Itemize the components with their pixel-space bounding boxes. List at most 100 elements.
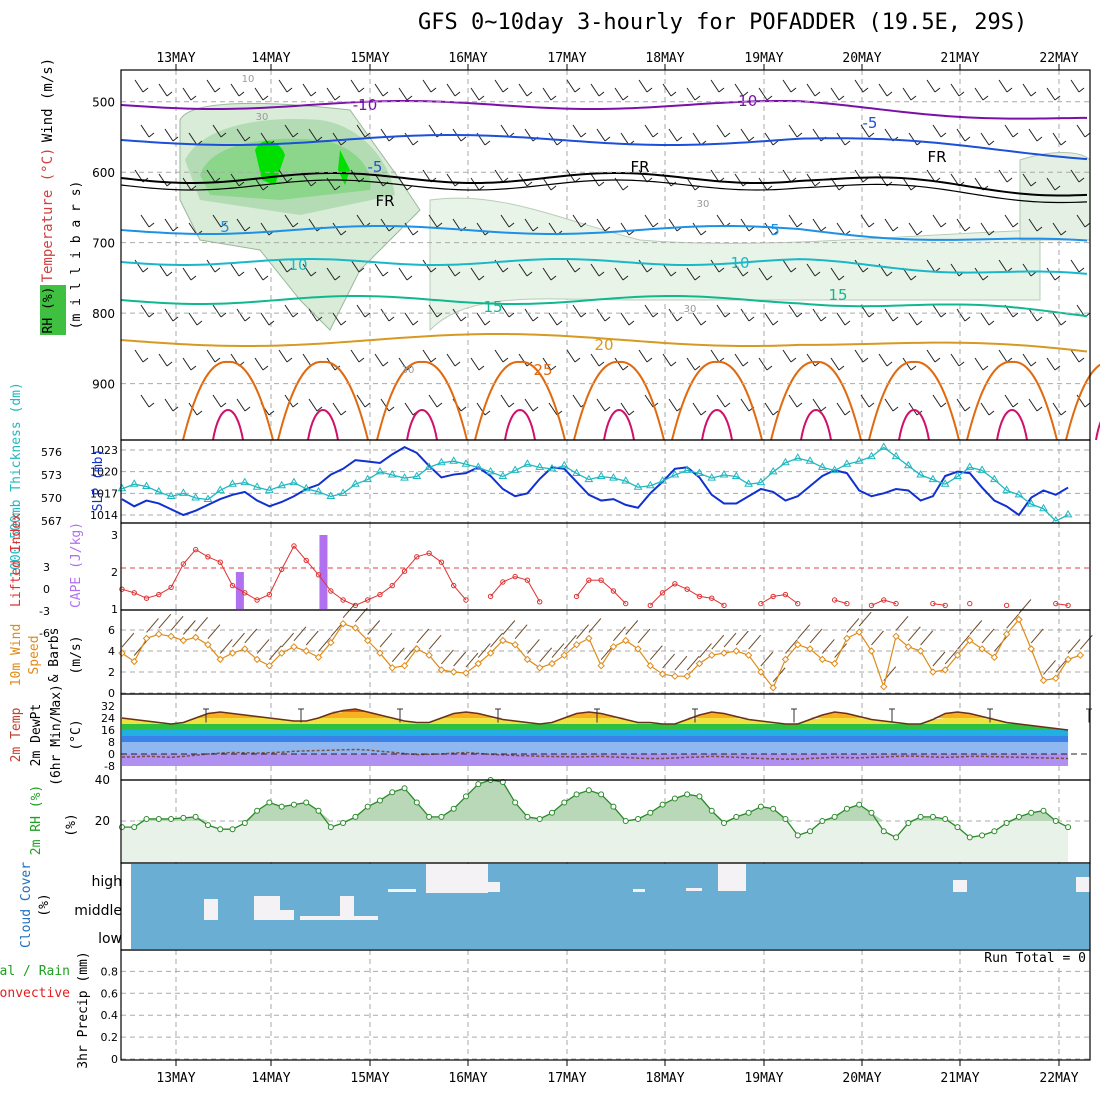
li-tick: 3 [43, 561, 50, 574]
wind-barb-flag [838, 365, 845, 371]
wind-barb [212, 124, 222, 138]
wind-barb [572, 304, 582, 318]
wind10-barb [711, 634, 725, 650]
wind-barb [980, 222, 990, 236]
wind-barb-flag [238, 91, 245, 97]
wind-barb [716, 394, 726, 408]
wind-speed-marker [695, 659, 704, 668]
wind-barb-flag [676, 136, 683, 142]
wind-barb-flag [598, 271, 605, 277]
wind-barb-flag [862, 267, 869, 273]
wind-barb-flag [862, 87, 869, 93]
wind10-barb [1067, 639, 1081, 654]
wind-barb [644, 124, 654, 138]
wind-barb-flag [412, 320, 419, 326]
wind-barb [998, 349, 1008, 363]
wind-barb [620, 132, 630, 146]
rh-marker [512, 799, 519, 806]
li-line [711, 597, 725, 606]
li-line [318, 574, 332, 592]
wind-barb-flag [388, 316, 395, 322]
wind10-barb [219, 639, 233, 654]
wind-barb [1052, 222, 1062, 236]
wind-speed-marker [1064, 655, 1072, 664]
li-line [121, 588, 135, 594]
wind-barb-flag [574, 87, 581, 93]
li-marker [487, 593, 494, 600]
wind-barb-flag [478, 365, 485, 371]
cape-tick: 1 [111, 603, 118, 616]
wind-barb [710, 169, 720, 183]
wind-barb-flag [262, 275, 269, 281]
li-line [342, 599, 356, 606]
wind-barb-flag [796, 222, 803, 228]
ylabel-rh: RH (%) [41, 287, 56, 334]
cape-tick: 2 [111, 566, 118, 579]
wind-barb [956, 308, 966, 322]
wind-speed-marker [327, 638, 335, 647]
wind-barb [860, 124, 870, 138]
thickness-marker [1002, 485, 1012, 493]
wind-barb-flag [1054, 275, 1061, 281]
wind10-barb [735, 630, 749, 646]
date-label-bottom: 14MAY [251, 1071, 290, 1086]
wind-barb [980, 132, 990, 146]
wind-barb-flag [1012, 132, 1019, 138]
rh-marker [585, 787, 592, 794]
wind-barb [278, 259, 288, 273]
wind-barb [812, 218, 822, 232]
li-marker [229, 582, 236, 589]
wind-barb [422, 79, 432, 93]
wind-barb [188, 312, 198, 326]
rh-marker [966, 834, 973, 841]
wind-barb-flag [814, 91, 821, 97]
wind-barb-flag [310, 91, 317, 97]
wind-barb-flag [526, 271, 533, 277]
wind-barb-flag [1084, 222, 1091, 228]
wind10-barb [563, 634, 577, 650]
li-marker [893, 600, 899, 607]
cape-bar [235, 572, 244, 609]
contour-plus30 [212, 409, 244, 441]
wind-barb [902, 87, 912, 101]
wind-barb [524, 308, 534, 322]
wind-barb-flag [166, 271, 173, 277]
wind-barb-flag [868, 402, 875, 408]
wind10-barb [858, 611, 872, 627]
li-line [268, 569, 283, 595]
rh-tick: 20 [95, 814, 110, 828]
thickness-marker [203, 494, 213, 503]
thickness-marker [793, 453, 803, 461]
contour-plus30 [701, 409, 733, 441]
wind-barb [500, 394, 510, 408]
wind10-barb [895, 615, 909, 631]
wind-speed-marker [757, 668, 765, 676]
li-line [244, 592, 258, 601]
wind-barb [668, 398, 678, 412]
wind-barb [524, 398, 534, 412]
rh-marker [401, 785, 408, 792]
rh-marker [819, 818, 826, 824]
thickness-marker [670, 470, 680, 478]
thickness-marker [903, 460, 913, 469]
slp-tick: 1023 [90, 444, 118, 457]
thickness-marker [473, 462, 483, 470]
wind-barb [806, 83, 816, 97]
rh-marker [979, 832, 986, 839]
date-label-top: 15MAY [350, 51, 389, 66]
wind-barb-flag [148, 312, 155, 318]
thickness-marker [584, 474, 594, 483]
thickness-marker [940, 479, 950, 487]
wind-speed-marker [1027, 645, 1035, 653]
wind-barb-flag [646, 267, 653, 273]
wind-barb-flag [892, 226, 899, 232]
rh-marker [905, 820, 912, 827]
ylabel-precip: 3hr Precip (mm) [76, 951, 91, 1068]
li-marker [131, 590, 137, 596]
thickness-marker [768, 466, 778, 475]
thickness-marker [830, 465, 839, 473]
wind-barb-flag [886, 361, 893, 367]
rh-marker [598, 791, 605, 798]
wind-barb-flag [580, 132, 587, 138]
li-line [232, 585, 246, 594]
